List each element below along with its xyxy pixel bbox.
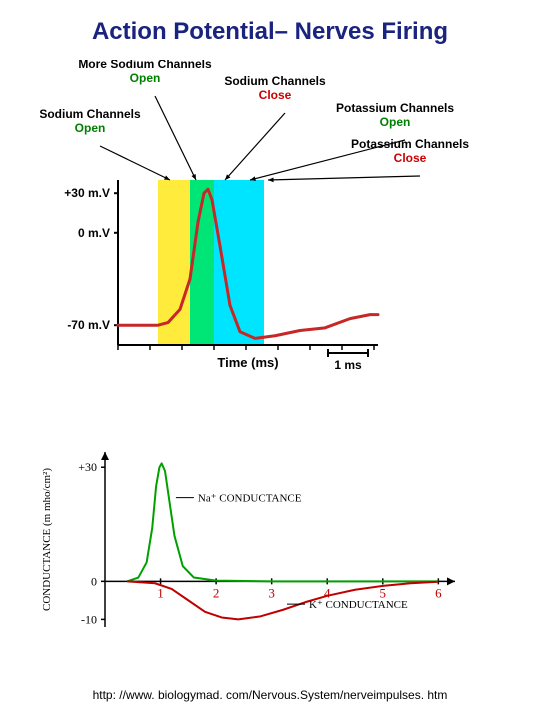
svg-text:4: 4: [324, 585, 331, 600]
svg-text:0 m.V: 0 m.V: [78, 226, 110, 240]
svg-text:3: 3: [268, 585, 275, 600]
svg-text:Sodium Channels: Sodium Channels: [40, 107, 141, 121]
svg-text:1 ms: 1 ms: [334, 358, 362, 370]
svg-text:Time (ms): Time (ms): [217, 355, 278, 370]
svg-text:More Sodium Channels: More Sodium Channels: [78, 60, 212, 71]
svg-text:2: 2: [213, 585, 220, 600]
svg-text:Na⁺ CONDUCTANCE: Na⁺ CONDUCTANCE: [198, 493, 302, 505]
svg-text:0: 0: [91, 574, 97, 588]
svg-text:Open: Open: [380, 115, 411, 129]
svg-text:Open: Open: [130, 71, 161, 85]
svg-text:5: 5: [380, 585, 387, 600]
action-potential-chart: +30 m.V 0 m.V -70 m.V Time (ms) 1 ms More Sod…: [40, 60, 500, 370]
svg-text:Close: Close: [259, 88, 292, 102]
page-title: Action Potential– Nerves Firing: [0, 18, 540, 46]
source-url: http: //www. biologymad. com/Nervous.Sys…: [0, 688, 540, 702]
svg-text:Close: Close: [394, 151, 427, 165]
svg-text:Sodium Channels: Sodium Channels: [224, 74, 326, 88]
svg-text:Potassium Channels: Potassium Channels: [336, 101, 454, 115]
svg-text:CONDUCTANCE (m mho/cm²): CONDUCTANCE (m mho/cm²): [41, 468, 53, 611]
svg-text:Potassium Channels: Potassium Channels: [351, 137, 469, 151]
svg-text:1: 1: [157, 585, 164, 600]
conductance-chart: +30 0 -10 1 2 3 4 5 6 Na⁺ CONDUCTANCE K⁺ CONDUCTAN…: [30, 430, 480, 660]
svg-text:-70 m.V: -70 m.V: [67, 318, 110, 332]
svg-text:6: 6: [435, 585, 442, 600]
svg-text:-10: -10: [81, 612, 97, 626]
svg-text:Open: Open: [75, 121, 106, 135]
svg-text:K⁺ CONDUCTANCE: K⁺ CONDUCTANCE: [309, 599, 408, 611]
svg-text:+30 m.V: +30 m.V: [64, 186, 110, 200]
svg-text:+30: +30: [78, 460, 97, 474]
